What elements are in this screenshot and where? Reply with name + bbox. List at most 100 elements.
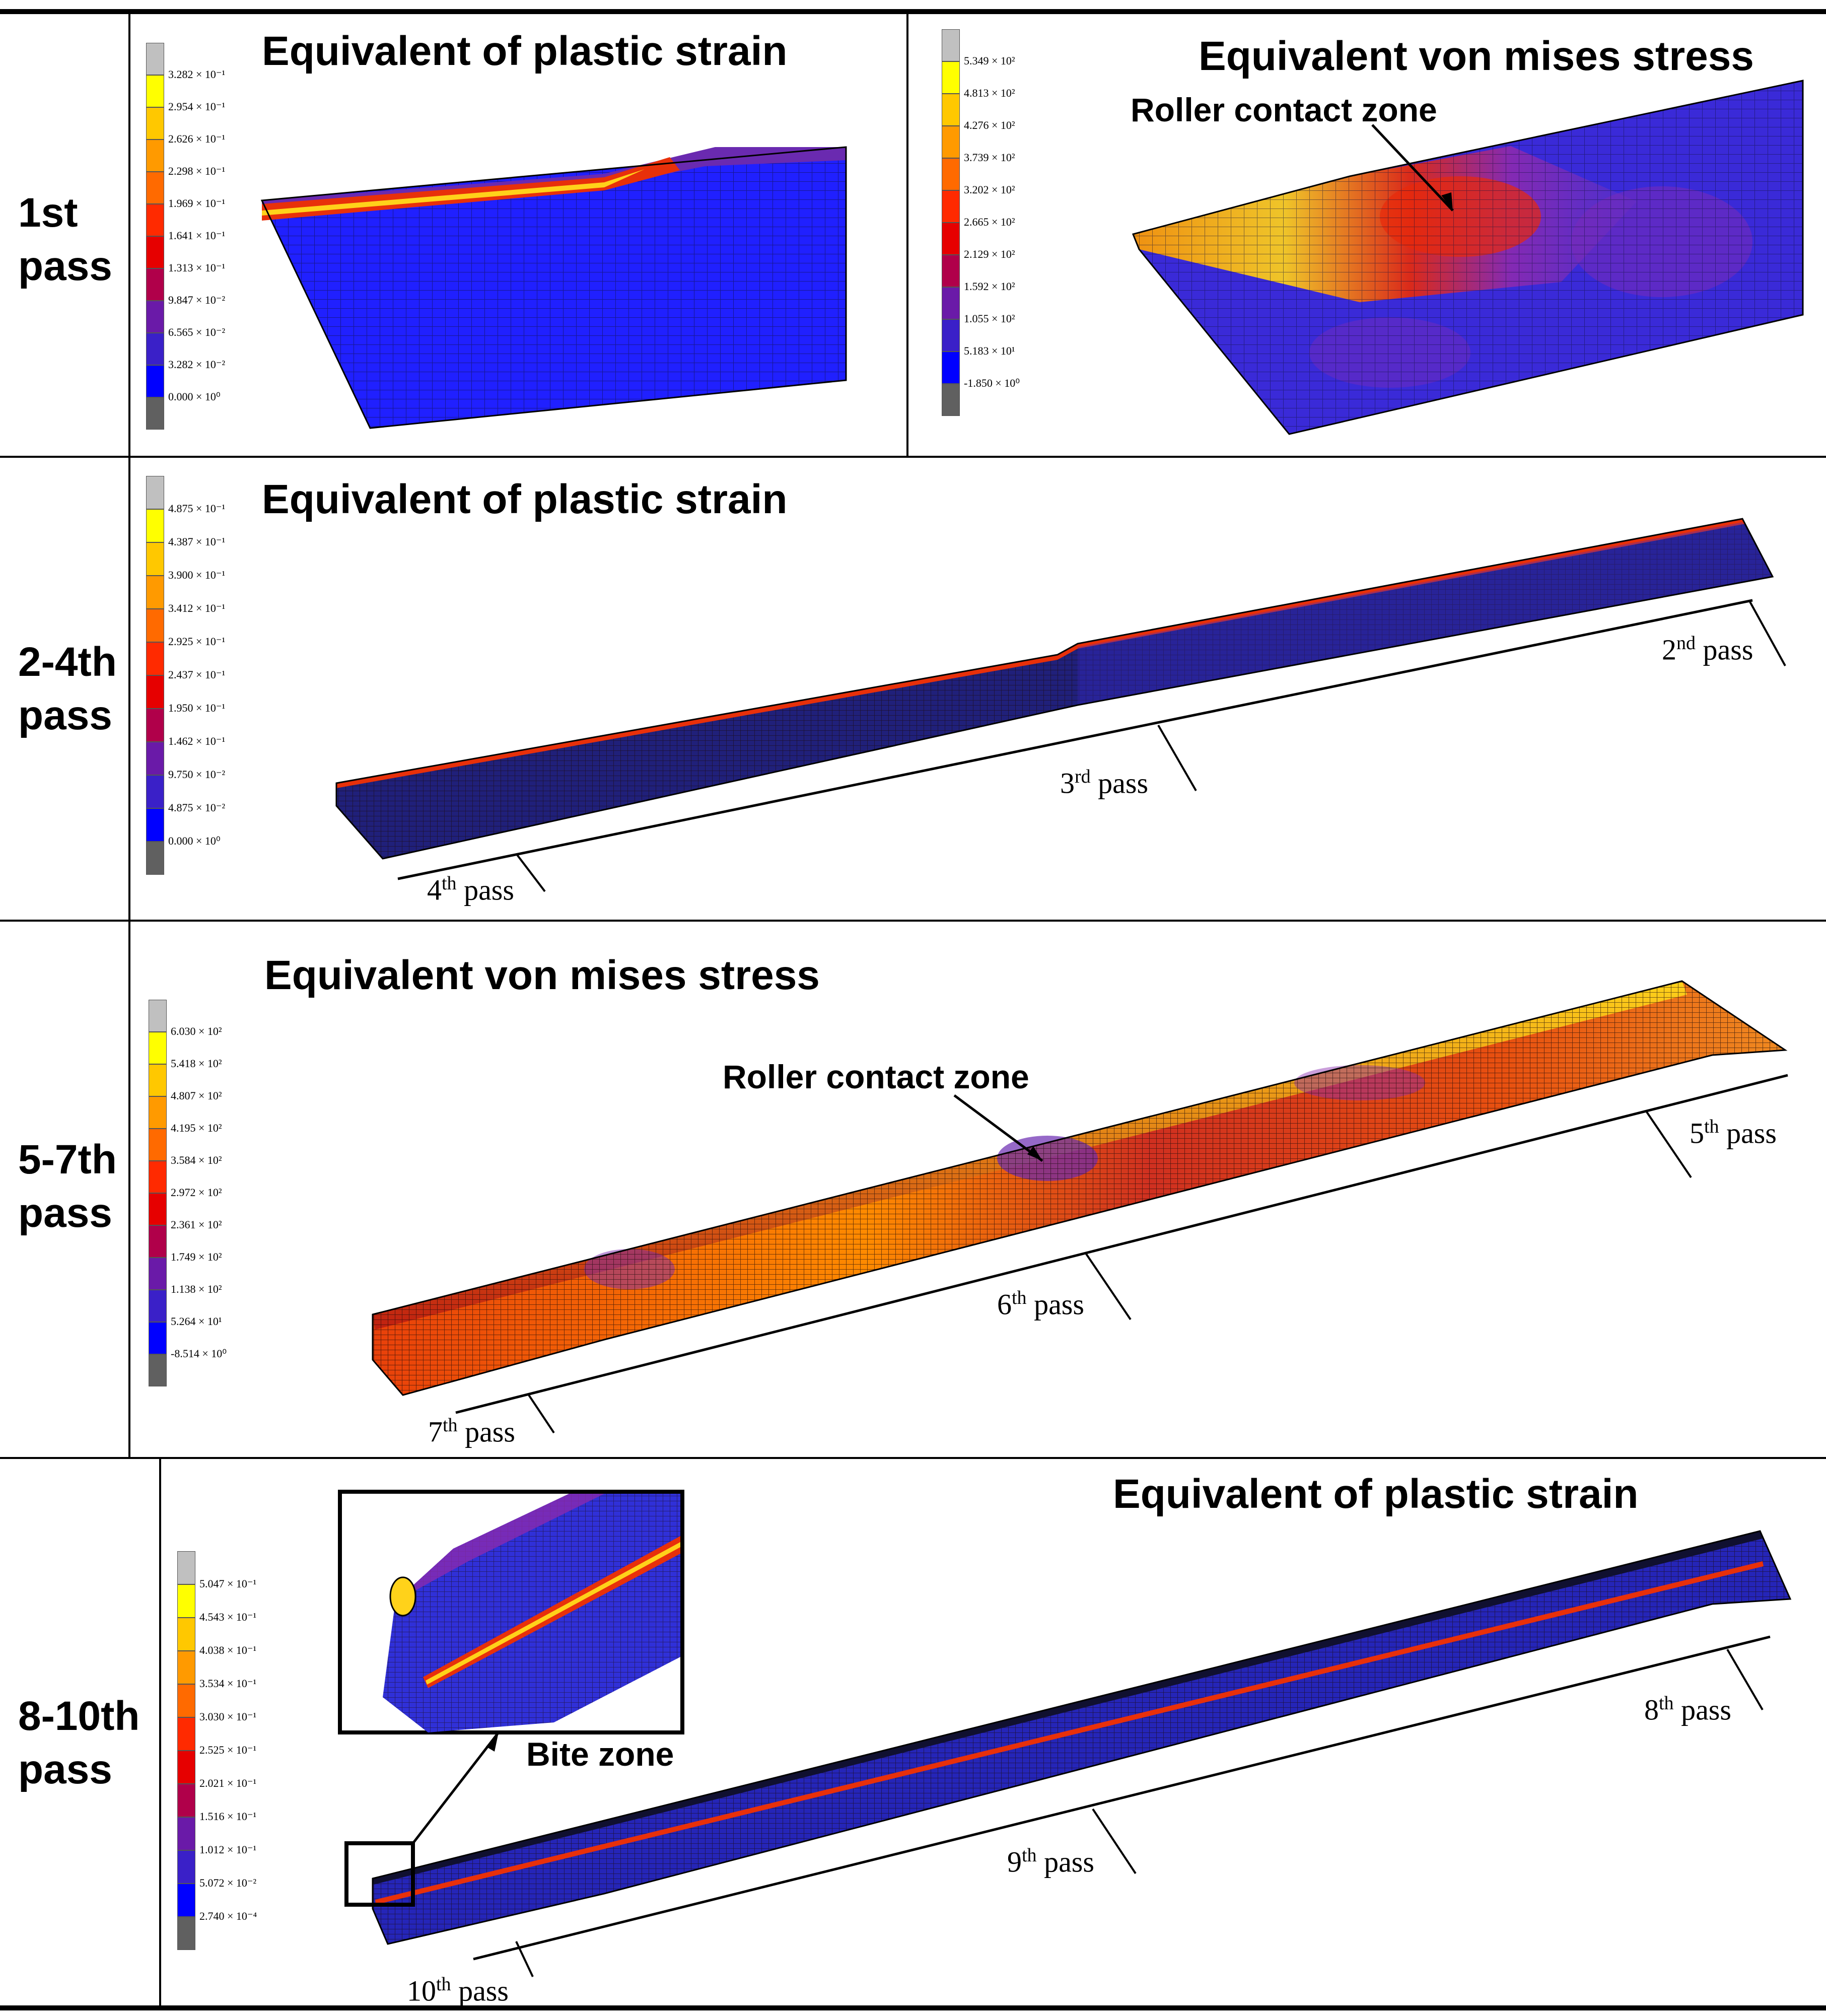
callout-arrow-3 <box>953 1094 1043 1162</box>
legend-tick-label: 3.534 × 10⁻¹ <box>199 1677 257 1690</box>
col-divider-row1 <box>906 14 908 457</box>
legend-tick-label: 3.202 × 10² <box>964 183 1015 196</box>
legend-tick-label: 2.740 × 10⁻⁴ <box>199 1910 257 1922</box>
legend-tick-label: 0.000 × 10⁰ <box>168 835 221 847</box>
legend-swatch <box>146 172 164 204</box>
legend-swatch <box>146 365 164 397</box>
legend-tick-label: 2.626 × 10⁻¹ <box>168 132 226 145</box>
legend-swatch <box>942 287 960 319</box>
legend-swatch <box>177 1717 195 1751</box>
legend-swatch <box>942 29 960 61</box>
legend-tick-label: 4.543 × 10⁻¹ <box>199 1611 257 1623</box>
legend-swatch <box>177 1651 195 1684</box>
legend-swatch <box>146 742 164 775</box>
legend-tick-label: 2.361 × 10² <box>171 1218 222 1231</box>
legend-tick-label: 3.282 × 10⁻² <box>168 358 226 371</box>
legend-swatch <box>146 476 164 509</box>
legend-swatch <box>149 1322 167 1354</box>
legend-tick-label: 3.584 × 10² <box>171 1154 222 1166</box>
legend-swatch <box>177 1850 195 1884</box>
legend-tick-label: 5.047 × 10⁻¹ <box>199 1577 257 1590</box>
legend-swatch <box>149 1290 167 1322</box>
panel-3-title: Equivalent von mises stress <box>264 952 820 998</box>
legend-tick-label: 5.072 × 10⁻² <box>199 1876 257 1889</box>
legend-swatch <box>146 842 164 875</box>
legend-swatch <box>942 319 960 352</box>
pass-label-6th: 6th pass <box>997 1287 1084 1321</box>
panel-1a-title: Equivalent of plastic strain <box>262 28 788 74</box>
legend-tick-label: 1.516 × 10⁻¹ <box>199 1810 257 1823</box>
legend-tick-label: 3.900 × 10⁻¹ <box>168 569 226 581</box>
legend-swatch <box>146 509 164 542</box>
legend-tick-label: 4.807 × 10² <box>171 1089 222 1102</box>
legend-swatch <box>942 255 960 287</box>
col-divider-lower <box>159 1458 161 2006</box>
legend-swatch <box>942 94 960 126</box>
legend-tick-label: 6.030 × 10² <box>171 1025 222 1037</box>
legend-swatch <box>177 1817 195 1850</box>
legend-tick-label: 2.972 × 10² <box>171 1186 222 1199</box>
legend-swatch <box>942 158 960 190</box>
legend-swatch <box>149 1193 167 1225</box>
legend-tick-label: 2.665 × 10² <box>964 216 1015 228</box>
legend-swatch <box>149 1064 167 1096</box>
row-label-3: 5-7th pass <box>18 1137 117 1236</box>
legend-swatch <box>177 1884 195 1917</box>
legend-swatch <box>942 190 960 223</box>
legend-tick-label: 3.282 × 10⁻¹ <box>168 68 226 81</box>
legend-swatch <box>146 397 164 430</box>
legend-tick-label: 1.012 × 10⁻¹ <box>199 1843 257 1856</box>
legend-swatch <box>942 384 960 416</box>
legend-tick-label: 4.875 × 10⁻² <box>168 801 226 814</box>
legend-swatch <box>149 1032 167 1064</box>
legend-tick-label: 1.138 × 10² <box>171 1283 222 1295</box>
legend-swatch <box>177 1618 195 1651</box>
legend-tick-label: 4.387 × 10⁻¹ <box>168 535 226 548</box>
pass-label-10th: 10th pass <box>407 1974 509 2007</box>
legend-tick-label: 1.950 × 10⁻¹ <box>168 702 226 714</box>
legend-tick-label: 4.195 × 10² <box>171 1122 222 1134</box>
pass-label-5th: 5th pass <box>1690 1116 1777 1150</box>
legend-swatch <box>146 236 164 268</box>
legend-tick-label: 1.055 × 10² <box>964 312 1015 325</box>
pass-label-3rd: 3rd pass <box>1060 766 1149 800</box>
pass-label-4th: 4th pass <box>427 873 514 907</box>
top-border <box>0 9 1826 14</box>
legend-swatch <box>146 204 164 236</box>
legend-tick-label: 2.925 × 10⁻¹ <box>168 635 226 648</box>
legend-tick-label: 2.129 × 10² <box>964 248 1015 260</box>
row-divider-2 <box>0 920 1826 922</box>
legend-tick-label: 2.437 × 10⁻¹ <box>168 668 226 681</box>
legend-tick-label: 1.313 × 10⁻¹ <box>168 261 226 274</box>
legend-swatch <box>149 1354 167 1386</box>
legend-swatch <box>177 1684 195 1717</box>
legend-swatch <box>149 1225 167 1258</box>
legend-swatch <box>146 709 164 742</box>
legend-swatch <box>177 1551 195 1584</box>
legend-swatch <box>177 1751 195 1784</box>
legend-tick-label: 0.000 × 10⁰ <box>168 390 221 403</box>
legend-tick-label: -8.514 × 10⁰ <box>171 1347 227 1360</box>
row-label-1: 1st pass <box>18 190 112 289</box>
mesh-panel-4 <box>338 1490 1792 1977</box>
legend-tick-label: 1.592 × 10² <box>964 280 1015 293</box>
legend-tick-label: 3.739 × 10² <box>964 151 1015 164</box>
legend-tick-label: 4.276 × 10² <box>964 119 1015 131</box>
legend-tick-label: 5.418 × 10² <box>171 1057 222 1070</box>
legend-tick-label: 5.264 × 10¹ <box>171 1315 222 1328</box>
panel-2-title: Equivalent of plastic strain <box>262 476 788 522</box>
legend-swatch <box>146 43 164 75</box>
legend-swatch <box>146 542 164 576</box>
mesh-panel-3 <box>372 980 1788 1434</box>
legend-swatch <box>942 61 960 94</box>
bite-zone-box <box>344 1841 415 1907</box>
legend-swatch <box>149 1161 167 1193</box>
panel-4-callout: Bite zone <box>526 1735 674 1773</box>
mesh-panel-2 <box>335 518 1786 892</box>
legend-tick-label: 3.412 × 10⁻¹ <box>168 602 226 614</box>
legend-tick-label: 2.298 × 10⁻¹ <box>168 165 226 177</box>
legend-tick-label: 4.813 × 10² <box>964 87 1015 99</box>
bottom-border <box>0 2005 1826 2010</box>
legend-swatch <box>149 1000 167 1032</box>
legend-swatch <box>942 223 960 255</box>
